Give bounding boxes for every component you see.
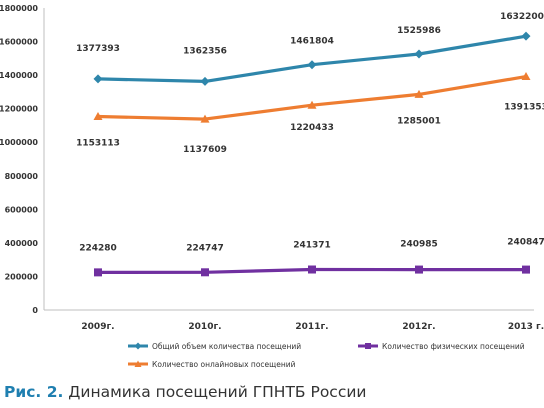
legend-label-online: Количество онлайновых посещений bbox=[152, 360, 296, 369]
data-label-total: 1377393 bbox=[76, 44, 120, 54]
data-label-online: 1137609 bbox=[183, 145, 227, 155]
data-label-total: 1461804 bbox=[290, 37, 334, 47]
x-tick-label: 2012г. bbox=[402, 322, 435, 332]
x-tick-label: 2010г. bbox=[188, 322, 221, 332]
data-point-total bbox=[414, 49, 424, 59]
data-point-physical bbox=[415, 265, 423, 274]
caption-text: Динамика посещений ГПНТБ России bbox=[63, 383, 367, 401]
data-label-physical: 224280 bbox=[79, 243, 117, 253]
data-point-physical bbox=[201, 268, 209, 277]
data-label-physical: 241371 bbox=[293, 241, 331, 251]
data-point-online bbox=[307, 100, 317, 109]
x-tick-label: 2011г. bbox=[295, 322, 328, 332]
series-line-online bbox=[97, 75, 527, 121]
y-tick-label: 0 bbox=[32, 306, 38, 315]
chart-svg: 0 200000 400000 600000 800000 1000000 1200000 1… bbox=[0, 4, 544, 369]
data-label-online: 1391353 bbox=[504, 103, 544, 113]
data-point-physical bbox=[308, 265, 316, 274]
data-point-total bbox=[521, 31, 531, 41]
data-label-online: 1153113 bbox=[76, 139, 120, 149]
y-tick-label: 800000 bbox=[5, 172, 39, 181]
y-tick-label: 1400000 bbox=[0, 71, 38, 80]
figure-caption: Рис. 2. Динамика посещений ГПНТБ России bbox=[4, 380, 544, 404]
data-point-online bbox=[414, 89, 424, 98]
data-label-total: 1632200 bbox=[500, 12, 544, 22]
series-lines bbox=[93, 31, 531, 277]
data-point-total bbox=[307, 60, 317, 70]
data-label-physical: 240847 bbox=[507, 238, 544, 248]
legend-marker-physical bbox=[365, 343, 371, 349]
data-point-physical bbox=[522, 265, 530, 274]
x-tick-label: 2013 г. bbox=[508, 322, 544, 332]
data-label-total: 1525986 bbox=[397, 26, 441, 36]
data-labels: 1377393 1362356 1461804 1525986 1632200 11531… bbox=[76, 12, 544, 253]
data-point-physical bbox=[94, 268, 102, 277]
y-tick-label: 1600000 bbox=[0, 38, 38, 47]
axes: 0 200000 400000 600000 800000 1000000 1200000 1… bbox=[0, 4, 544, 332]
data-point-online bbox=[521, 72, 531, 81]
y-tick-label: 600000 bbox=[5, 205, 39, 214]
legend-label-physical: Количество физических посещений bbox=[382, 342, 525, 351]
data-label-total: 1362356 bbox=[183, 46, 227, 56]
data-label-physical: 224747 bbox=[186, 243, 224, 253]
data-point-total bbox=[200, 76, 210, 86]
x-tick-label: 2009г. bbox=[81, 322, 114, 332]
y-tick-label: 400000 bbox=[5, 239, 39, 248]
y-tick-label: 1800000 bbox=[0, 4, 38, 13]
data-point-online bbox=[93, 112, 103, 121]
line-chart: 0 200000 400000 600000 800000 1000000 1200000 1… bbox=[0, 4, 544, 369]
y-tick-label: 200000 bbox=[5, 272, 39, 281]
data-label-online: 1285001 bbox=[397, 116, 441, 126]
data-point-online bbox=[200, 114, 210, 123]
y-tick-label: 1200000 bbox=[0, 105, 38, 114]
caption-label: Рис. 2. bbox=[4, 383, 64, 401]
data-label-physical: 240985 bbox=[400, 240, 438, 250]
legend-label-total: Общий объем количества посещений bbox=[152, 342, 301, 351]
legend: Общий объем количества посещений Количест… bbox=[128, 342, 525, 369]
data-point-total bbox=[93, 74, 103, 84]
legend-marker-online bbox=[134, 360, 142, 367]
legend-marker-total bbox=[134, 342, 142, 350]
y-tick-label: 1000000 bbox=[0, 138, 38, 147]
data-label-online: 1220433 bbox=[290, 123, 334, 133]
